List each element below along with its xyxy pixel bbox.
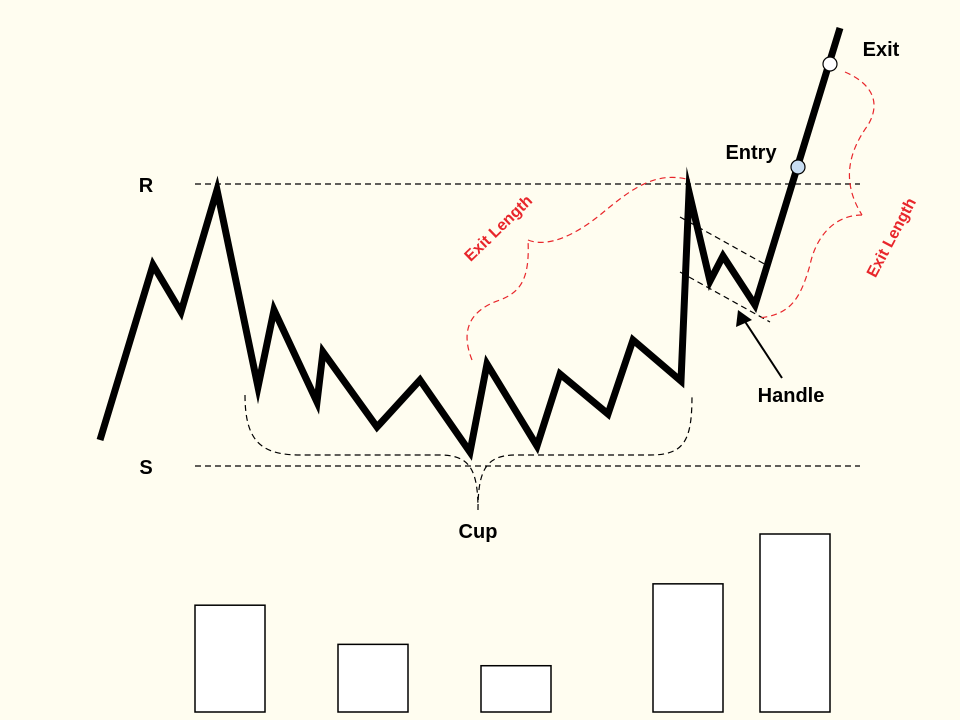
resistance-label: R: [139, 175, 154, 197]
volume-bar-2: [337, 643, 409, 713]
volume-bar-5: [759, 533, 831, 713]
handle-arrow-head: [736, 310, 752, 327]
exit-marker: [822, 56, 838, 72]
support-label: S: [139, 457, 152, 479]
volume-bar-3: [480, 664, 552, 713]
cup-brace: [244, 394, 693, 511]
volume-bar-4: [652, 583, 724, 713]
cup-label: Cup: [459, 521, 498, 543]
exit-label: Exit: [863, 39, 900, 61]
handle-channel-lower: [679, 271, 771, 323]
volume-bars: [194, 533, 831, 713]
exit-length-brace-right: [757, 71, 875, 319]
entry-marker: [790, 159, 806, 175]
handle-label: Handle: [758, 385, 825, 407]
entry-label: Entry: [725, 142, 777, 164]
price-line: [96, 26, 844, 461]
handle-arrow-line: [743, 319, 783, 379]
volume-bar-1: [194, 604, 266, 713]
exit-length-label-right: Exit Length: [864, 195, 920, 280]
handle-channel-upper: [679, 216, 769, 267]
exit-length-brace-left: [466, 176, 691, 361]
exit-length-label-left: Exit Length: [462, 192, 536, 265]
